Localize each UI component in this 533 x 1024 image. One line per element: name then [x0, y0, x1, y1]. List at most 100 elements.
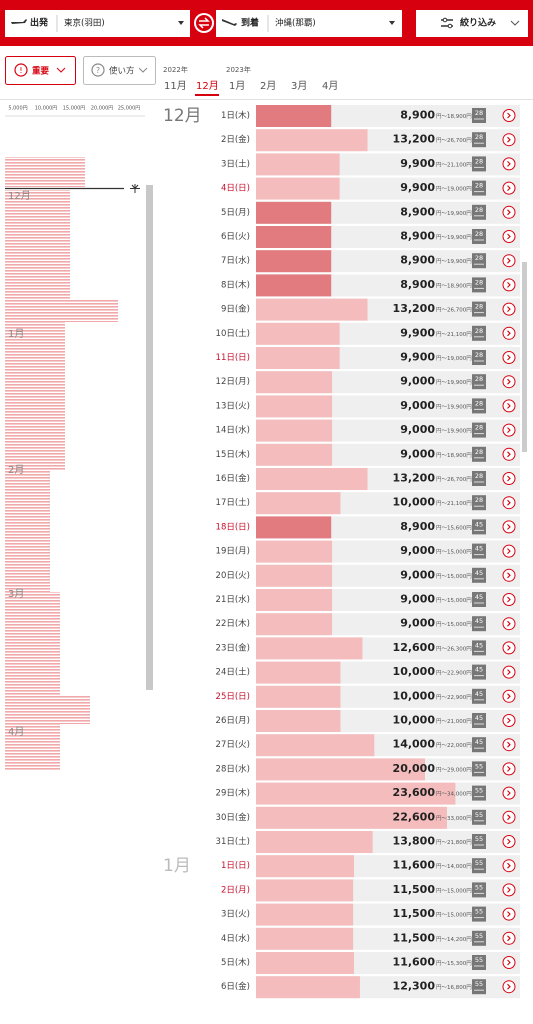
arrow-button: [502, 205, 516, 219]
swap-button[interactable]: [194, 13, 214, 33]
date-row[interactable]: 25日(日) 10,000 円～22,900円 45: [216, 685, 520, 708]
date-row[interactable]: 28日(水) 20,000 円～29,000円 55: [216, 758, 520, 781]
date: 23日(金): [216, 642, 250, 653]
date-row[interactable]: 1日(日) 11,600 円～14,000円 55: [221, 855, 520, 878]
date: 17日(土): [216, 497, 250, 508]
badge-number: 28: [475, 230, 483, 238]
date: 16日(金): [216, 473, 250, 484]
date-row[interactable]: 31日(土) 13,800 円～21,800円 55: [216, 831, 520, 853]
price-bar: [256, 952, 355, 974]
date-row[interactable]: 20日(火) 9,000 円～15,000円 45: [216, 564, 520, 587]
date-row[interactable]: 24日(土) 10,000 円～22,900円 45: [216, 661, 520, 684]
badge-number: 55: [475, 980, 483, 988]
arrow-button: [502, 423, 516, 437]
date: 25日(日): [216, 692, 250, 702]
date-row[interactable]: 26日(月) 10,000 円～21,000円 45: [216, 710, 520, 732]
date-row[interactable]: 12日(月) 9,000 円～19,900円 28: [216, 371, 520, 394]
month-tab[interactable]: 3月: [291, 80, 307, 92]
date-row[interactable]: 16日(金) 13,200 円～26,700円 28: [216, 468, 520, 490]
date-row[interactable]: 10日(土) 9,900 円～21,100円 28: [216, 322, 520, 345]
date: 5日(月): [221, 208, 250, 218]
howto-button[interactable]: ? 使い方: [83, 56, 156, 85]
date-row[interactable]: 9日(金) 13,200 円～26,700円 28: [221, 298, 520, 321]
price: 11,600: [393, 956, 436, 969]
badge-number: 45: [475, 569, 483, 577]
arrow-icon: [507, 257, 511, 264]
arrow-button: [502, 133, 516, 147]
arrival-select[interactable]: 到着 沖縄(那覇): [216, 10, 402, 37]
important-button[interactable]: ! 重要: [5, 56, 76, 85]
arrow-button: [502, 496, 516, 510]
price: 9,000: [400, 593, 435, 606]
price: 8,900: [400, 230, 435, 243]
arrow-icon: [507, 935, 511, 942]
date: 4日(日): [221, 184, 250, 194]
arrow-icon: [507, 838, 511, 845]
date-row[interactable]: 23日(金) 12,600 円～26,300円 45: [216, 637, 520, 660]
date-row[interactable]: 17日(土) 10,000 円～21,100円 28: [216, 492, 520, 515]
date: 15日(木): [216, 449, 250, 460]
date-row[interactable]: 18日(日) 8,900 円～15,600円 45: [216, 516, 520, 539]
date-row[interactable]: 3日(土) 9,900 円～21,100円 28: [221, 153, 520, 176]
mini-month: 3月: [8, 588, 24, 600]
price-bar: [256, 927, 354, 950]
date-row[interactable]: 11日(日) 9,900 円～19,000円 28: [216, 347, 520, 369]
date-row[interactable]: 7日(水) 8,900 円～19,900円 28: [221, 250, 520, 273]
arrow-icon: [507, 645, 511, 651]
date-row[interactable]: 27日(火) 14,000 円～22,000円 45: [216, 734, 520, 757]
price-bar: [256, 710, 341, 732]
month-tab[interactable]: 4月: [322, 80, 338, 92]
arrow-button: [502, 738, 516, 752]
date-row[interactable]: 6日(金) 12,300 円～16,800円 55: [221, 976, 520, 999]
arrow-button: [502, 689, 516, 703]
date-row[interactable]: 5日(月) 8,900 円～19,900円 28: [221, 201, 520, 224]
scrollbar[interactable]: [522, 262, 527, 452]
price-range: 円～16,800円: [436, 984, 472, 991]
month-tab[interactable]: 11月: [164, 80, 187, 92]
date-row[interactable]: 6日(火) 8,900 円～19,900円 28: [221, 226, 520, 248]
price-range: 円～18,900円: [436, 113, 472, 120]
month-tab[interactable]: 1月: [229, 80, 245, 92]
arrow-icon: [507, 136, 511, 143]
date-row[interactable]: 1日(木) 8,900 円～18,900円 28: [221, 105, 520, 127]
date-row[interactable]: 2日(金) 13,200 円～26,700円 28: [221, 129, 520, 152]
date-row[interactable]: 14日(水) 9,000 円～19,900円 28: [216, 419, 520, 442]
badge-number: 45: [475, 690, 483, 698]
date-row[interactable]: 15日(木) 9,000 円～18,900円 28: [216, 443, 520, 466]
date-row[interactable]: 21日(水) 9,000 円～15,000円 45: [216, 589, 520, 611]
price-bar: [256, 782, 456, 805]
departure-select[interactable]: 出発 東京(羽田): [5, 10, 190, 37]
date-row[interactable]: 3日(火) 11,500 円～15,000円 55: [221, 903, 520, 926]
date-row[interactable]: 13日(火) 9,000 円～19,900円 28: [216, 395, 520, 418]
month-tab[interactable]: 2月: [260, 80, 276, 92]
date-row[interactable]: 5日(木) 11,600 円～15,300円 55: [221, 952, 520, 974]
price: 13,200: [393, 133, 436, 146]
price: 9,000: [400, 399, 435, 412]
date-row[interactable]: 19日(月) 9,000 円～15,000円 45: [216, 540, 520, 563]
date-row[interactable]: 8日(木) 8,900 円～18,900円 28: [221, 274, 520, 297]
price: 13,200: [393, 472, 436, 485]
date-row[interactable]: 4日(日) 9,900 円～19,000円 28: [221, 177, 520, 200]
date-row[interactable]: 4日(水) 11,500 円～14,200円 55: [221, 927, 520, 950]
date: 7日(水): [221, 255, 250, 266]
date-row[interactable]: 29日(木) 23,600 円～34,000円 55: [216, 782, 520, 805]
date-row[interactable]: 30日(金) 22,600 円～33,000円 55: [216, 806, 520, 829]
badge-number: 55: [475, 908, 483, 916]
month-tab[interactable]: 12月: [196, 80, 219, 92]
date-row[interactable]: 22日(木) 9,000 円～15,000円 45: [216, 613, 520, 636]
badge-number: 45: [475, 666, 483, 674]
price-range: 円～15,000円: [436, 912, 472, 919]
price-range: 円～34,000円: [436, 791, 472, 798]
badge-number: 28: [475, 351, 483, 359]
price: 9,000: [400, 375, 435, 388]
important-label: 重要: [32, 66, 50, 77]
price-range: 円～26,700円: [436, 307, 472, 314]
filter-button[interactable]: 絞り込み: [416, 10, 528, 37]
price-range: 円～19,900円: [436, 379, 472, 386]
date: 26日(月): [216, 716, 250, 726]
mini-month: 2月: [8, 464, 24, 476]
date: 19日(月): [216, 547, 250, 557]
price-range: 円～26,300円: [436, 645, 472, 652]
arrow-button: [502, 665, 516, 679]
date-row[interactable]: 2日(月) 11,500 円～15,000円 55: [221, 879, 520, 902]
